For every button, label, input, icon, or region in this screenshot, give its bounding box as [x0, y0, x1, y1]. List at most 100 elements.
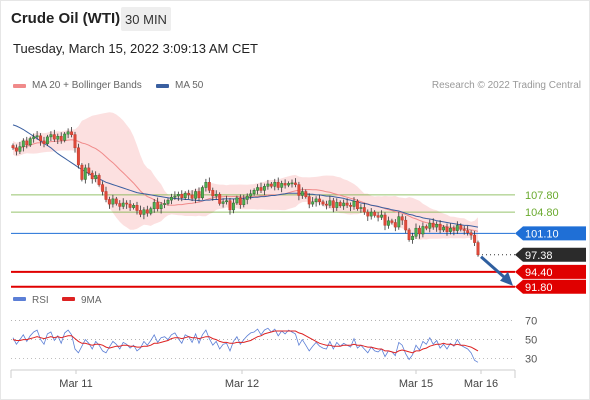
candle [166, 198, 170, 206]
candle [32, 133, 36, 143]
candle [190, 190, 194, 202]
candle [39, 133, 43, 146]
candle [76, 143, 80, 169]
rsi-tick-label: 50 [525, 335, 537, 347]
candle [352, 197, 356, 210]
timestamp: Tuesday, March 15, 2022 3:09:13 AM CET [13, 41, 258, 56]
candle [331, 197, 335, 213]
legend-swatch-ma20 [13, 83, 26, 88]
candle [45, 134, 49, 146]
candle [324, 200, 328, 210]
candle [107, 196, 111, 209]
level-label-4: 94.40 [525, 267, 553, 279]
candle [90, 170, 94, 184]
candle [349, 202, 353, 212]
x-tick-label: Mar 11 [59, 378, 92, 390]
candle [386, 216, 390, 229]
timeframe-badge[interactable]: 30 MIN [121, 7, 171, 31]
forecast-arrow [480, 255, 513, 286]
legend-label-rsi: RSI [32, 295, 49, 306]
candle [183, 191, 187, 200]
legend-label-9ma: 9MA [81, 295, 102, 306]
candle [221, 198, 225, 208]
candle [414, 223, 418, 239]
candle [404, 216, 408, 234]
candle [290, 179, 294, 188]
candle [431, 218, 435, 230]
candle [187, 189, 191, 199]
level-label-0: 107.80 [525, 190, 559, 202]
level-label-5: 91.80 [525, 282, 553, 294]
candle [207, 177, 211, 194]
candle [228, 197, 232, 215]
candle [407, 227, 411, 242]
candle [400, 214, 404, 225]
candle [311, 197, 315, 207]
level-tag-5 [515, 279, 586, 294]
candle [424, 224, 428, 231]
candle [455, 221, 459, 234]
candle [390, 218, 394, 225]
legend-label-ma50: MA 50 [175, 80, 204, 91]
candle [376, 212, 380, 222]
candle [238, 194, 242, 209]
candle [435, 221, 439, 232]
candle [70, 126, 74, 138]
candle [397, 211, 401, 230]
candle [256, 184, 260, 195]
candle [118, 200, 122, 211]
candle [321, 199, 325, 207]
level-label-2: 101.10 [525, 228, 559, 240]
candle [473, 231, 477, 246]
candle [438, 220, 442, 234]
candle [142, 207, 146, 220]
candle [128, 200, 132, 211]
candle [97, 173, 101, 187]
candle [273, 178, 277, 191]
candle [314, 196, 318, 207]
candle [231, 198, 235, 214]
candle [259, 182, 263, 194]
candle [73, 131, 77, 153]
rsi-panel: RSI 9MA 70 50 30 [11, 295, 537, 366]
ma20-line [12, 139, 479, 232]
level-tag-2 [515, 226, 586, 241]
candle [287, 181, 291, 188]
level-label-3: 97.38 [525, 250, 553, 262]
candle [218, 192, 222, 206]
candle [169, 193, 173, 205]
candle [304, 189, 308, 199]
candle [366, 209, 370, 221]
candle [276, 177, 280, 191]
level-tag-3 [515, 247, 586, 262]
legend-item-ma20: MA 20 + Bollinger Bands [13, 80, 142, 91]
candle [125, 200, 129, 209]
candle [225, 195, 229, 205]
rsi-9ma-line [12, 330, 479, 354]
candle [249, 189, 253, 200]
candle [114, 196, 118, 206]
candle [318, 194, 322, 206]
candle [132, 203, 136, 210]
arrow-shaft [480, 255, 507, 280]
candle [80, 163, 84, 182]
candle [359, 204, 363, 213]
legend-label-ma20: MA 20 + Bollinger Bands [32, 80, 142, 91]
moving-averages [12, 124, 479, 232]
candle [459, 223, 463, 232]
candle [469, 230, 473, 240]
candle [373, 210, 377, 218]
candle [421, 222, 425, 238]
candle [462, 225, 466, 235]
candle [52, 129, 56, 142]
candle [176, 191, 180, 201]
candles [11, 126, 480, 257]
ma50-line [12, 124, 479, 228]
candle [235, 195, 239, 205]
candle [135, 201, 139, 215]
candle [138, 205, 142, 218]
candle [180, 190, 184, 202]
candle [411, 232, 415, 244]
candle [428, 219, 432, 233]
